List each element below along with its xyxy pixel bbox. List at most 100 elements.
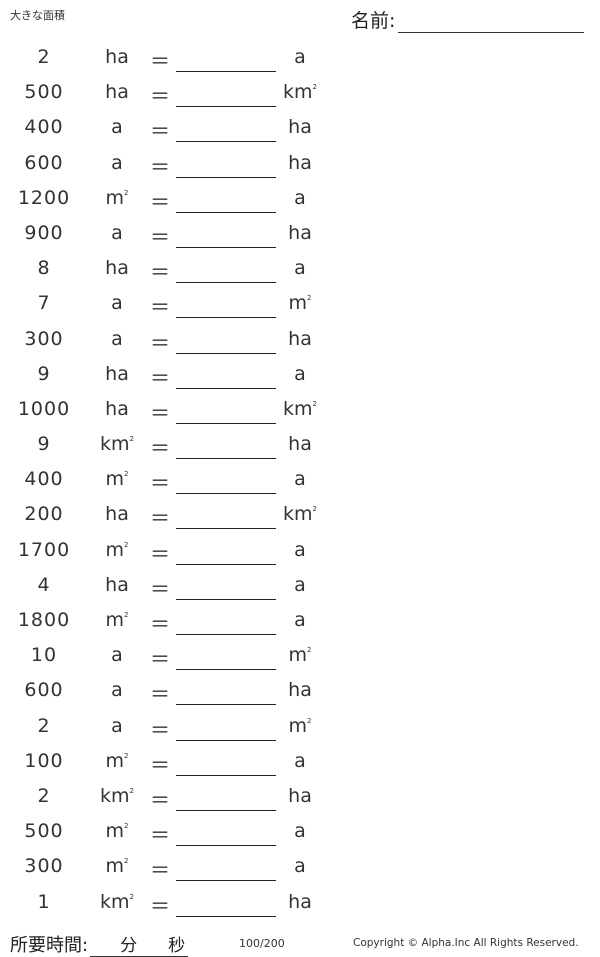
problem-value: 1: [37, 890, 51, 913]
problem-row: 300 m2 ＝ a: [0, 849, 600, 884]
from-unit: m2: [92, 187, 142, 209]
problem-value: 9: [37, 362, 51, 385]
equals-sign: ＝: [150, 576, 170, 601]
answer-blank[interactable]: [176, 704, 276, 706]
answer-blank[interactable]: [176, 528, 276, 530]
to-unit-text: ha: [288, 784, 312, 807]
problem-value: 600: [24, 151, 64, 174]
answer-blank[interactable]: [176, 106, 276, 108]
to-unit-exponent: 2: [307, 294, 312, 303]
to-unit-exponent: 2: [312, 399, 317, 408]
equals-sign: ＝: [150, 295, 170, 320]
from-unit-exponent: 2: [124, 188, 129, 197]
answer-blank[interactable]: [176, 352, 276, 354]
to-unit: a: [282, 539, 318, 561]
to-unit: a: [282, 46, 318, 68]
to-unit-text: km: [283, 397, 313, 420]
answer-blank[interactable]: [176, 422, 276, 424]
to-unit: a: [282, 468, 318, 490]
equals-sign: ＝: [150, 224, 170, 249]
from-unit: a: [92, 292, 142, 314]
answer-blank[interactable]: [176, 493, 276, 495]
problem-row: 1000 ha ＝ km2: [0, 392, 600, 427]
to-unit: m2: [282, 292, 318, 314]
problem-row: 8 ha ＝ a: [0, 251, 600, 286]
name-blank[interactable]: [398, 14, 585, 33]
from-unit-text: a: [111, 151, 123, 174]
equals-sign: ＝: [150, 823, 170, 848]
seconds-label: 秒: [168, 936, 186, 956]
problem-row: 1 km2 ＝ ha: [0, 885, 600, 920]
to-unit-text: m: [288, 714, 308, 737]
problem-value: 600: [24, 679, 64, 702]
answer-blank[interactable]: [176, 634, 276, 635]
from-unit: km2: [92, 785, 142, 807]
to-unit-text: a: [294, 573, 306, 596]
time-field: 所要時間: 分 秒: [10, 931, 189, 957]
problem-value: 1800: [17, 609, 71, 631]
problem-value: 300: [24, 327, 64, 350]
problem-row: 9 km2 ＝ ha: [0, 427, 600, 462]
from-unit-exponent: 2: [129, 435, 134, 444]
to-unit: km2: [282, 398, 318, 420]
from-unit-text: km: [100, 890, 130, 913]
time-blank[interactable]: 分 秒: [90, 936, 189, 957]
answer-blank[interactable]: [176, 176, 276, 178]
problem-row: 2 a ＝ m2: [0, 709, 600, 744]
answer-blank[interactable]: [176, 458, 276, 460]
from-unit: ha: [92, 46, 142, 68]
to-unit-text: m: [288, 292, 308, 315]
equals-sign: ＝: [150, 787, 170, 812]
answer-blank[interactable]: [176, 915, 276, 917]
from-unit: ha: [92, 257, 142, 279]
answer-blank[interactable]: [176, 246, 276, 248]
to-unit: ha: [282, 328, 318, 350]
problem-value: 7: [37, 292, 51, 315]
answer-blank[interactable]: [176, 845, 276, 847]
to-unit: m2: [282, 644, 318, 666]
answer-blank[interactable]: [176, 563, 276, 565]
from-unit: km2: [92, 891, 142, 913]
answer-blank[interactable]: [176, 809, 276, 811]
from-unit: a: [92, 222, 142, 244]
from-unit: m2: [92, 609, 142, 631]
problem-row: 600 a ＝ ha: [0, 673, 600, 708]
answer-blank[interactable]: [176, 387, 276, 389]
answer-blank[interactable]: [176, 211, 276, 213]
from-unit: a: [92, 116, 142, 138]
to-unit: ha: [282, 785, 318, 807]
answer-blank[interactable]: [176, 739, 276, 741]
from-unit-exponent: 2: [129, 892, 134, 901]
from-unit: ha: [92, 363, 142, 385]
answer-blank[interactable]: [176, 282, 276, 284]
name-label: 名前:: [351, 10, 396, 32]
name-field: 名前:: [351, 6, 585, 33]
to-unit-text: ha: [288, 433, 312, 456]
answer-blank[interactable]: [176, 141, 276, 143]
from-unit-text: ha: [105, 397, 129, 420]
from-unit: ha: [92, 398, 142, 420]
copyright: Copyright © Alpha.Inc All Rights Reserve…: [353, 937, 579, 949]
problem-value: 500: [24, 81, 64, 104]
answer-blank[interactable]: [176, 880, 276, 882]
problem-value: 1200: [17, 186, 71, 209]
to-unit-exponent: 2: [312, 83, 317, 92]
problem-row: 1200 m2 ＝ a: [0, 181, 600, 216]
from-unit-text: a: [111, 714, 123, 737]
to-unit: a: [282, 257, 318, 279]
from-unit: m2: [92, 855, 142, 877]
answer-blank[interactable]: [176, 669, 276, 671]
problem-value: 500: [24, 820, 64, 843]
problem-row: 500 ha ＝ km2: [0, 75, 600, 110]
answer-blank[interactable]: [176, 317, 276, 319]
equals-sign: ＝: [150, 752, 170, 777]
from-unit-exponent: 2: [124, 857, 129, 866]
answer-blank[interactable]: [176, 598, 276, 600]
time-label: 所要時間:: [10, 935, 89, 956]
problem-row: 900 a ＝ ha: [0, 216, 600, 251]
answer-blank[interactable]: [176, 71, 276, 72]
to-unit-text: a: [294, 855, 306, 878]
answer-blank[interactable]: [176, 774, 276, 776]
from-unit: a: [92, 679, 142, 701]
to-unit-text: ha: [288, 151, 312, 174]
